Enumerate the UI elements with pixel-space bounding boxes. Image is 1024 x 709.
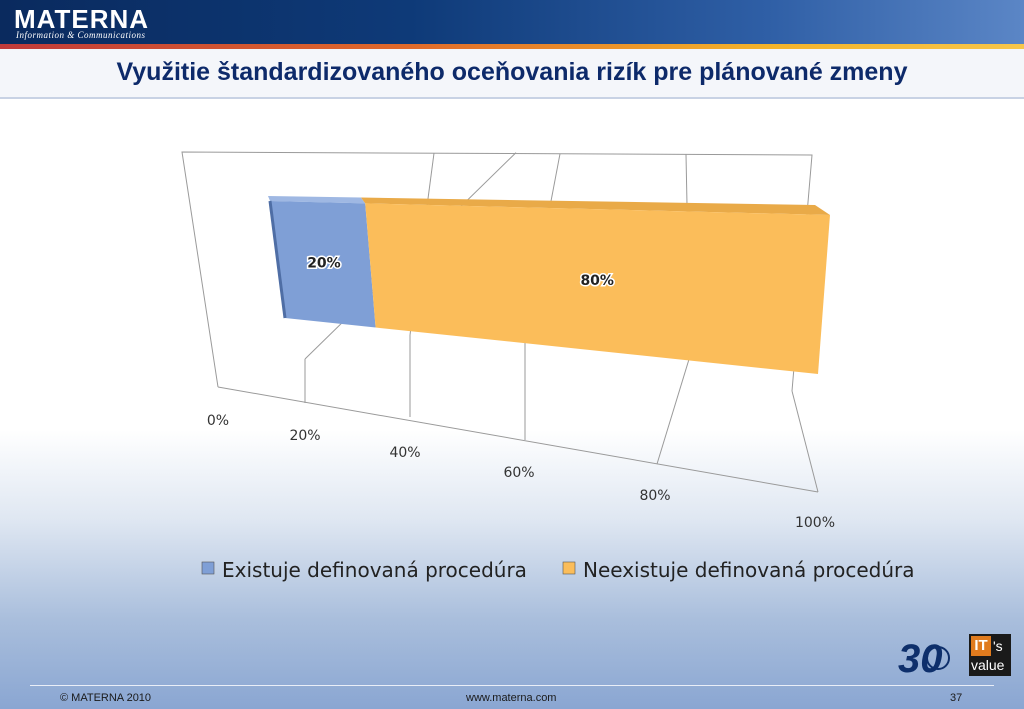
legend-swatch-1 xyxy=(562,561,576,575)
bar-label-1: 80% xyxy=(580,273,614,289)
grid-line-floor xyxy=(791,390,819,493)
bar-top-face-1 xyxy=(360,197,830,215)
logo-subtitle: Information & Communications xyxy=(16,30,146,40)
anniversary-30-badge: 30 xyxy=(898,637,950,678)
bar-front-face-0 xyxy=(270,201,376,328)
footer-url[interactable]: www.materna.com xyxy=(466,692,557,704)
its-value-it: IT xyxy=(971,636,991,656)
legend-label-1: Neexistuje definovaná procedúra xyxy=(583,558,915,582)
anniversary-digits: 30 xyxy=(898,637,943,678)
footer-divider xyxy=(30,685,994,686)
footer-copyright: © MATERNA 2010 xyxy=(60,692,152,704)
footer-page-number: 37 xyxy=(950,692,963,704)
header-bar xyxy=(0,0,1024,44)
x-tick-label: 80% xyxy=(639,488,670,504)
legend-swatch-0 xyxy=(201,561,215,575)
chart-bars: 20% 80% xyxy=(268,196,830,374)
bar-front-face-1 xyxy=(365,203,830,374)
x-tick-label: 20% xyxy=(289,428,320,444)
x-tick-label: 60% xyxy=(503,465,534,481)
logo-title: MATERNA xyxy=(14,4,150,34)
chart-legend: Existuje definovaná procedúra Neexistuje … xyxy=(201,558,915,582)
bar-label-0: 20% xyxy=(307,255,341,271)
its-value-s: 's xyxy=(993,638,1003,654)
title-band xyxy=(0,49,1024,99)
its-value-badge: IT 's value xyxy=(969,634,1011,676)
floor-front-edge xyxy=(217,386,819,493)
x-tick-label: 40% xyxy=(389,445,420,461)
x-tick-label: 100% xyxy=(795,515,835,531)
grid-line-floor xyxy=(656,355,691,465)
its-value-value: value xyxy=(971,657,1005,673)
x-tick-label: 0% xyxy=(207,413,229,429)
chart-ticks: 0% 20% 40% 60% 80% 100% xyxy=(207,413,835,531)
page-title: Využitie štandardizovaného oceňovania ri… xyxy=(116,58,908,86)
bar-top-face-0 xyxy=(268,196,366,204)
header-stripe xyxy=(0,44,1024,49)
legend-label-0: Existuje definovaná procedúra xyxy=(222,558,527,582)
bar-left-edge xyxy=(268,200,287,319)
